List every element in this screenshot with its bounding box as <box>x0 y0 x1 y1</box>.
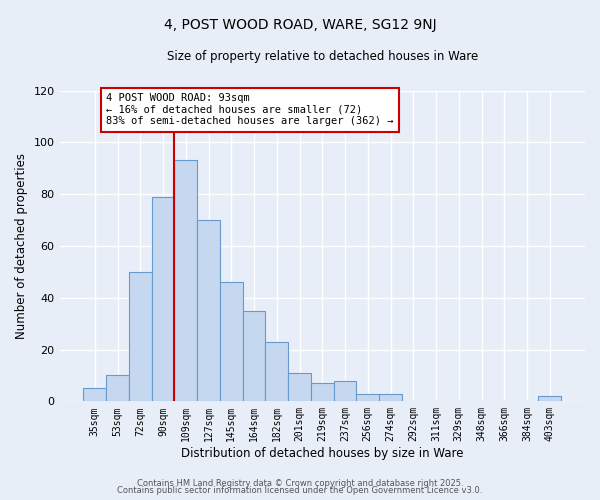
Text: 4 POST WOOD ROAD: 93sqm
← 16% of detached houses are smaller (72)
83% of semi-de: 4 POST WOOD ROAD: 93sqm ← 16% of detache… <box>106 93 394 126</box>
Bar <box>197 220 220 402</box>
Bar <box>265 342 288 402</box>
Bar <box>152 196 175 402</box>
Title: Size of property relative to detached houses in Ware: Size of property relative to detached ho… <box>167 50 478 63</box>
Bar <box>129 272 152 402</box>
Y-axis label: Number of detached properties: Number of detached properties <box>15 153 28 339</box>
Bar <box>220 282 242 402</box>
Bar <box>379 394 402 402</box>
Bar <box>175 160 197 402</box>
Bar <box>242 310 265 402</box>
Bar <box>83 388 106 402</box>
Bar <box>311 383 334 402</box>
Text: 4, POST WOOD ROAD, WARE, SG12 9NJ: 4, POST WOOD ROAD, WARE, SG12 9NJ <box>164 18 436 32</box>
Bar <box>538 396 561 402</box>
Bar <box>288 373 311 402</box>
Text: Contains public sector information licensed under the Open Government Licence v3: Contains public sector information licen… <box>118 486 482 495</box>
Bar <box>106 376 129 402</box>
Bar <box>334 380 356 402</box>
Text: Contains HM Land Registry data © Crown copyright and database right 2025.: Contains HM Land Registry data © Crown c… <box>137 478 463 488</box>
Bar <box>356 394 379 402</box>
X-axis label: Distribution of detached houses by size in Ware: Distribution of detached houses by size … <box>181 447 464 460</box>
